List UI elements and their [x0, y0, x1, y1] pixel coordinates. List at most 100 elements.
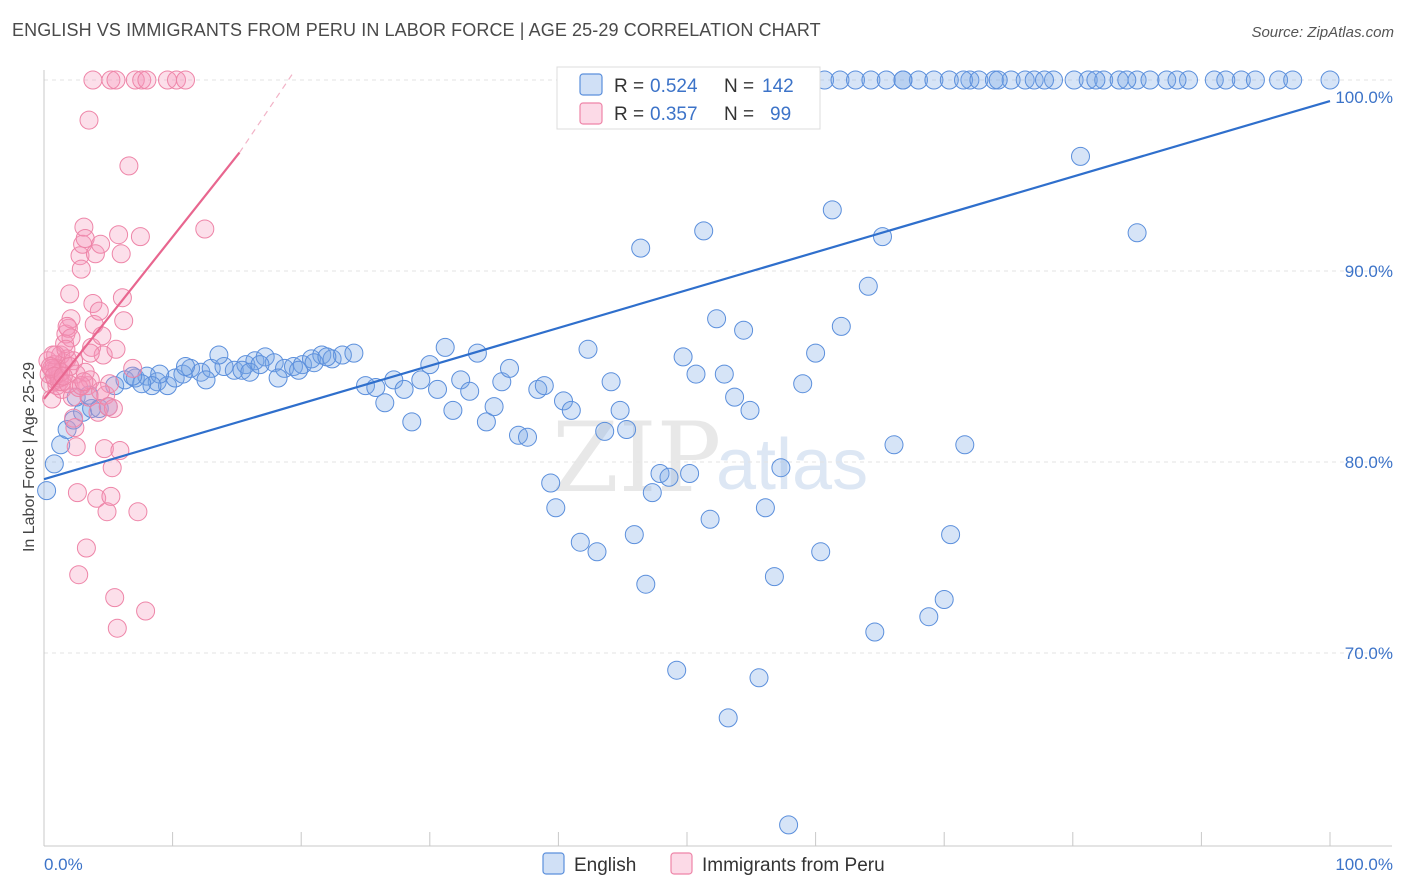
peru-point — [119, 156, 139, 176]
peru-point — [125, 70, 145, 90]
english-point — [1127, 223, 1147, 243]
english-point — [884, 435, 904, 455]
english-point — [1071, 146, 1090, 166]
peru-point — [106, 339, 126, 359]
peru-point — [40, 357, 60, 376]
english-point — [617, 420, 637, 439]
y-tick-label: 70.0% — [1345, 644, 1393, 663]
peru-point — [106, 70, 126, 90]
peru-point — [136, 601, 156, 621]
english-point — [561, 400, 581, 420]
english-point — [214, 357, 234, 376]
english-point — [196, 370, 216, 390]
peru-point — [79, 110, 99, 130]
english-point — [919, 607, 939, 627]
english-point — [858, 276, 878, 296]
peru-point — [91, 234, 111, 254]
peru-point — [87, 488, 107, 508]
peru-point — [101, 70, 121, 90]
english-point — [1231, 70, 1251, 90]
peru-point — [67, 483, 87, 503]
peru-point — [69, 565, 89, 585]
peru-point — [56, 339, 76, 359]
english-point — [718, 708, 738, 728]
peru-point — [94, 439, 114, 459]
english-point — [411, 370, 431, 390]
english-point — [476, 412, 496, 432]
watermark-atlas: atlas — [716, 425, 868, 505]
english-point — [293, 355, 312, 375]
peru-trend-extension — [238, 73, 293, 153]
english-point — [37, 481, 57, 501]
english-point — [44, 454, 64, 474]
peru-point — [88, 402, 108, 422]
bottom-legend-label-peru: Immigrants from Peru — [702, 855, 885, 876]
peru-point — [61, 328, 81, 348]
english-point — [865, 622, 885, 642]
english-point — [764, 567, 784, 587]
english-point — [460, 381, 480, 401]
english-point — [811, 542, 831, 562]
english-point — [554, 391, 573, 411]
english-point — [830, 70, 850, 90]
english-point — [546, 498, 566, 518]
stats-legend: R = 0.524 N = 142 R = 0.357 N = 99 — [556, 66, 821, 130]
english-point — [1086, 70, 1106, 90]
english-point — [317, 347, 337, 367]
english-point — [893, 70, 913, 90]
english-point — [1204, 70, 1224, 90]
source-credit: Source: ZipAtlas.com — [1251, 24, 1394, 41]
peru-point — [97, 502, 117, 522]
english-point — [534, 376, 554, 396]
peru-point — [60, 284, 80, 304]
legend-n-value-peru: 99 — [770, 104, 791, 125]
y-tick-label: 80.0% — [1345, 453, 1393, 472]
chart-title: ENGLISH VS IMMIGRANTS FROM PERU IN LABOR… — [12, 20, 821, 40]
peru-point — [71, 259, 91, 279]
english-point — [289, 360, 309, 380]
peru-point — [57, 316, 77, 336]
english-point — [1024, 70, 1044, 90]
peru-point — [114, 311, 134, 331]
english-point — [755, 498, 775, 518]
english-point — [394, 379, 414, 399]
english-point — [642, 483, 662, 503]
english-point — [518, 427, 537, 447]
legend-n-label-peru: N = — [724, 104, 754, 125]
axes — [43, 70, 1392, 847]
english-point — [909, 70, 928, 90]
english-point — [467, 343, 487, 363]
english-point — [443, 400, 463, 420]
english-point — [176, 357, 195, 376]
english-point — [344, 343, 364, 363]
english-point — [749, 668, 769, 688]
peru-point — [65, 418, 85, 438]
peru-point — [105, 588, 125, 608]
english-point — [822, 200, 842, 220]
english-point — [578, 339, 598, 359]
english-point — [587, 542, 607, 562]
peru-point — [109, 225, 129, 245]
english-point — [934, 590, 954, 609]
english-point — [714, 364, 734, 384]
peru-point — [85, 244, 105, 264]
peru-point — [130, 227, 150, 247]
english-point — [624, 525, 644, 545]
english-point — [876, 70, 896, 90]
x-ticks — [43, 832, 1331, 846]
peru-point — [101, 486, 121, 506]
english-trend-line — [43, 99, 1331, 481]
y-tick-labels: 70.0% 80.0% 90.0% 100.0% — [1335, 88, 1393, 663]
peru-point — [91, 381, 111, 401]
y-axis-label: In Labor Force | Age 25-29 — [21, 362, 38, 552]
english-point — [158, 376, 177, 396]
english-point — [1216, 70, 1236, 90]
english-point — [700, 509, 720, 529]
english-point — [209, 345, 229, 365]
english-point — [1035, 70, 1054, 90]
english-point — [1269, 70, 1289, 90]
peru-point — [176, 70, 195, 90]
english-point — [659, 467, 679, 487]
english-point — [779, 815, 799, 835]
